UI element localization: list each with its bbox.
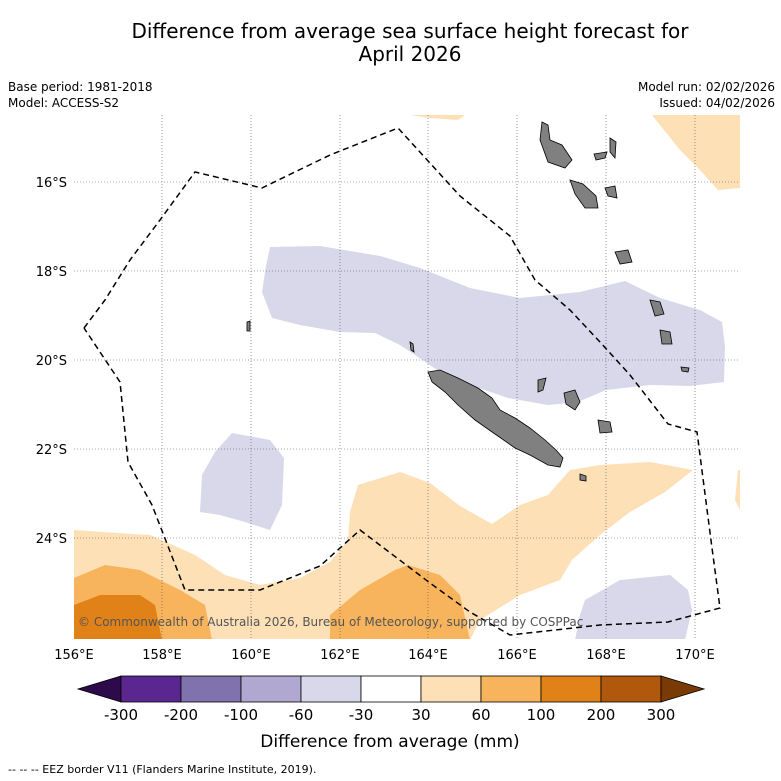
vanuatu-tanna [649, 299, 665, 317]
positive-anomaly-30-60-top [410, 115, 465, 120]
lat-label: 20°S [36, 354, 67, 369]
lon-label: 156°E [54, 648, 94, 663]
title-line-2: April 2026 [358, 42, 462, 66]
colorbar-segment [480, 675, 542, 703]
copyright-notice: © Commonwealth of Australia 2026, Bureau… [78, 615, 583, 629]
lon-label: 166°E [497, 648, 537, 663]
base-period-text: Base period: 1981-2018 [8, 80, 153, 94]
positive-anomaly-100-200 [74, 595, 162, 639]
lat-label: 18°S [36, 265, 67, 280]
colorbar-segment [600, 675, 662, 703]
colorbar-tick-label: 300 [647, 706, 676, 724]
lon-label: 162°E [320, 648, 360, 663]
colorbar-under-arrow [76, 675, 122, 703]
lon-label: 160°E [231, 648, 271, 663]
title-line-1: Difference from average sea surface heig… [131, 19, 689, 43]
colorbar-over-arrow [660, 675, 706, 703]
colorbar-tick-label: -100 [224, 706, 258, 724]
positive-anomaly-30-60-east-edge [735, 470, 740, 510]
lat-lon-gridlines [74, 115, 740, 639]
lon-label: 158°E [142, 648, 182, 663]
loyalty-islands-lifou [563, 389, 581, 411]
lon-label: 164°E [408, 648, 448, 663]
negative-anomaly-patch-southeast [575, 575, 692, 639]
lon-label: 170°E [675, 648, 715, 663]
lat-label: 16°S [36, 176, 67, 191]
colorbar-ticks: -300 -200 -100 -60 -30 30 60 100 200 300 [104, 706, 675, 724]
lat-label: 24°S [36, 532, 67, 547]
colorbar-tick-label: -300 [104, 706, 138, 724]
model-run-text: Model run: 02/02/2026 [637, 80, 775, 94]
colorbar-segment [240, 675, 302, 703]
chesterfield-reef-islet [246, 320, 251, 332]
colorbar-tick-label: 30 [411, 706, 430, 724]
vanuatu-espiritu-santo [539, 121, 573, 169]
colorbar-segment [360, 675, 422, 703]
map-panel [74, 115, 740, 639]
colorbar-tick-label: -30 [349, 706, 374, 724]
loyalty-islands-ouvea [537, 377, 547, 393]
vanuatu-aneityum [659, 329, 673, 345]
colorbar-segment [180, 675, 242, 703]
colorbar-tick-label: 100 [527, 706, 556, 724]
walpole-island [680, 366, 690, 373]
longitude-labels: 156°E 158°E 160°E 162°E 164°E 166°E 168°… [54, 648, 715, 663]
right-metadata: Model run: 02/02/2026 Issued: 04/02/2026 [638, 79, 775, 111]
latitude-labels: 16°S 18°S 20°S 22°S 24°S [36, 176, 67, 547]
land-masses [246, 121, 690, 482]
lon-label: 168°E [586, 648, 626, 663]
positive-anomaly-30-60-south [74, 462, 693, 639]
negative-anomaly-patch-west [200, 433, 284, 530]
vanuatu-epi [604, 185, 618, 199]
issued-text: Issued: 04/02/2026 [659, 96, 775, 110]
lat-label: 22°S [36, 443, 67, 458]
loyalty-islands-mare [597, 419, 613, 434]
colorbar-segment [300, 675, 362, 703]
colorbar-tick-label: 200 [587, 706, 616, 724]
isle-of-pines [579, 473, 587, 482]
colorbar-segment [120, 675, 182, 703]
left-metadata: Base period: 1981-2018 Model: ACCESS-S2 [8, 79, 153, 111]
model-text: Model: ACCESS-S2 [8, 96, 120, 110]
vanuatu-efate [614, 249, 633, 265]
colorbar-tick-label: 60 [471, 706, 490, 724]
colorbar-segment [420, 675, 482, 703]
positive-anomaly-30-60-northeast [652, 115, 740, 190]
eez-border [83, 127, 721, 636]
belep-islands [409, 341, 415, 353]
positive-anomaly-60-100 [74, 565, 470, 639]
colorbar-segments [120, 675, 662, 703]
colorbar-tick-label: -60 [289, 706, 314, 724]
colorbar: -300 -200 -100 -60 -30 30 60 100 200 300 Differen… [76, 675, 706, 752]
map-title: Difference from average sea surface heig… [100, 20, 720, 66]
colorbar-label: Difference from average (mm) [260, 732, 519, 752]
new-caledonia-island [427, 369, 564, 468]
colorbar-tick-label: -200 [164, 706, 198, 724]
vanuatu-ambrym [593, 151, 608, 161]
eez-legend-note: -- -- -- EEZ border V11 (Flanders Marine… [8, 763, 317, 776]
vanuatu-pentecost [609, 137, 617, 160]
vanuatu-malekula [569, 179, 599, 209]
negative-anomaly-band-central [262, 246, 725, 405]
colorbar-segment [540, 675, 602, 703]
